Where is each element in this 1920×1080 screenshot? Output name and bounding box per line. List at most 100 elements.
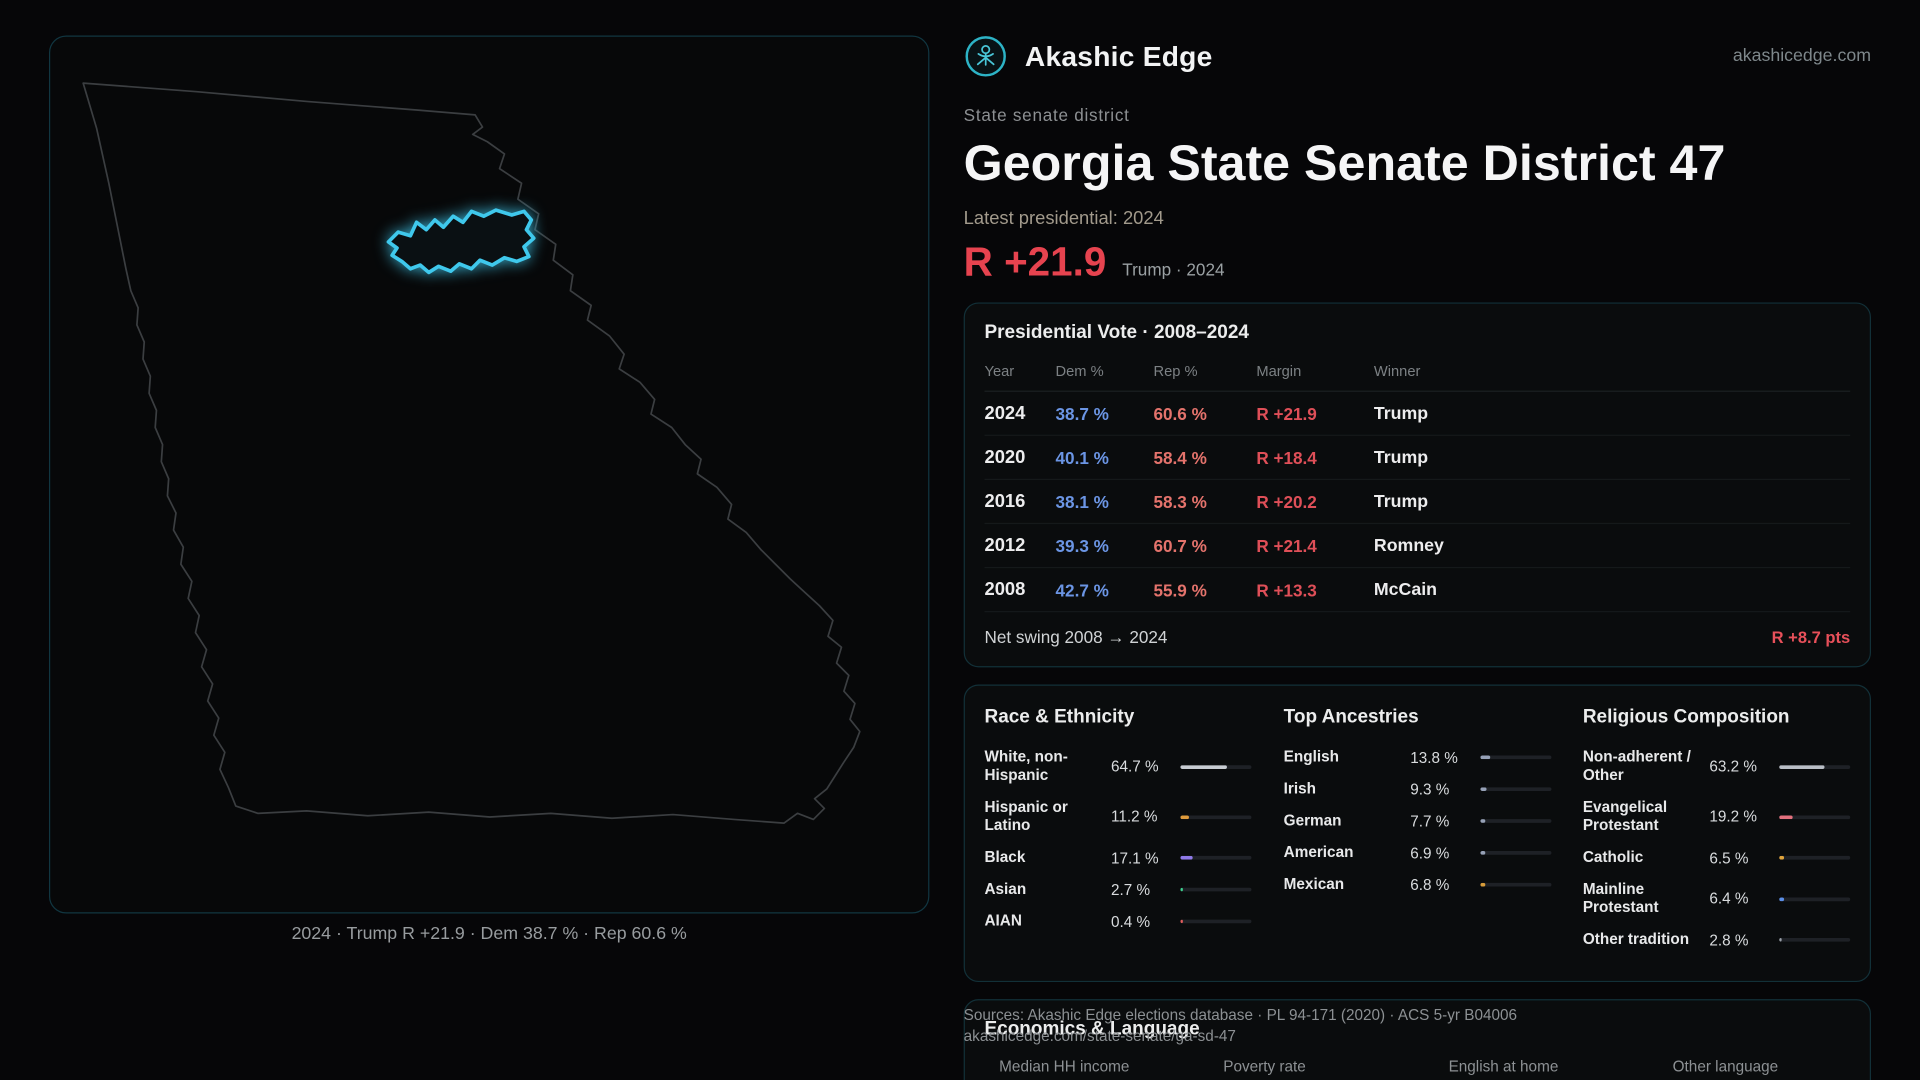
headline-margin-value: R +21.9: [963, 238, 1107, 285]
col-rep: Rep %: [1153, 362, 1198, 380]
stat-english-at-home: English at home 86.6 %: [1449, 1058, 1673, 1080]
table-row: 2016 38.1 % 58.3 % R +20.2 Trump: [984, 480, 1851, 525]
sources-line: Sources: Akashic Edge elections database…: [963, 1006, 1518, 1024]
demo-row: Non-adherent / Other 63.2 %: [1582, 748, 1851, 785]
stat-label: Poverty rate: [1223, 1057, 1306, 1076]
religious-composition-title: Religious Composition: [1582, 706, 1790, 728]
mini-bar: [1180, 919, 1252, 924]
header: Akashic Edge akashicedge.com: [964, 29, 1871, 83]
sources-footnote: Sources: Akashic Edge elections database…: [964, 1005, 1517, 1047]
mini-bar: [1180, 887, 1252, 892]
highlighted-district-shape: [386, 208, 536, 275]
cell-year: 2016: [984, 491, 1026, 512]
brand-name: Akashic Edge: [1024, 39, 1213, 72]
mini-bar: [1779, 937, 1851, 942]
col-dem: Dem %: [1055, 362, 1104, 380]
cell-margin: R +20.2: [1256, 491, 1317, 512]
georgia-state-outline: [82, 82, 861, 824]
cell-rep: 58.3 %: [1153, 491, 1207, 512]
mini-bar: [1180, 814, 1252, 819]
demo-value: 19.2 %: [1709, 808, 1758, 826]
demo-value: 11.2 %: [1111, 808, 1158, 826]
cell-year: 2008: [984, 579, 1026, 600]
demo-row: American 6.9 %: [1283, 843, 1552, 862]
cell-rep: 55.9 %: [1153, 579, 1207, 600]
page-title: Georgia State Senate District 47: [963, 134, 1726, 192]
col-year: Year: [984, 362, 1015, 380]
demo-row: White, non-Hispanic 64.7 %: [984, 748, 1252, 785]
cell-winner: Trump: [1373, 403, 1429, 424]
demo-row: Other tradition 2.8 %: [1582, 930, 1851, 949]
cell-year: 2012: [984, 535, 1026, 556]
net-swing-row: Net swing 2008 → 2024 R +8.7 pts: [984, 612, 1850, 650]
demo-value: 6.4 %: [1709, 890, 1749, 908]
cell-year: 2024: [984, 402, 1026, 424]
demo-value: 9.3 %: [1410, 780, 1450, 798]
presidential-vote-table: Year Dem % Rep % Margin Winner 2024 38.7…: [984, 354, 1851, 650]
demo-value: 63.2 %: [1709, 757, 1758, 776]
cell-dem: 38.7 %: [1055, 403, 1109, 424]
col-winner: Winner: [1373, 362, 1421, 380]
demo-row: Asian 2.7 %: [984, 880, 1252, 898]
demo-row: Mexican 6.8 %: [1284, 876, 1552, 894]
cell-year: 2020: [984, 446, 1026, 468]
demo-row: Black 17.1 %: [984, 848, 1252, 867]
mini-bar: [1779, 896, 1851, 901]
demo-label: Evangelical Protestant: [1582, 798, 1668, 834]
demo-row: AIAN 0.4 %: [984, 912, 1252, 930]
brand-domain: akashicedge.com: [1732, 46, 1872, 67]
demo-row: Catholic 6.5 %: [1582, 848, 1851, 867]
economics-stats: Median HH income $70,632 Poverty rate 15…: [984, 1058, 1850, 1080]
mini-bar: [1479, 755, 1552, 760]
cell-winner: Trump: [1373, 491, 1429, 512]
mini-bar: [1779, 855, 1851, 860]
demo-value: 17.1 %: [1111, 849, 1159, 867]
demo-label: Mainline Protestant: [1582, 880, 1659, 916]
col-margin: Margin: [1256, 362, 1302, 380]
demo-label: American: [1283, 843, 1354, 861]
cell-dem: 39.3 %: [1055, 535, 1109, 556]
table-row: 2008 42.7 % 55.9 % R +13.3 McCain: [984, 568, 1851, 613]
religious-composition-section: Religious Composition Non-adherent / Oth…: [1582, 706, 1851, 963]
cell-dem: 42.7 %: [1055, 579, 1109, 600]
stat-label: Median HH income: [999, 1057, 1130, 1076]
demo-row: Hispanic or Latino 11.2 %: [984, 798, 1252, 835]
cell-dem: 38.1 %: [1055, 491, 1109, 512]
economics-card: Economics & Language Median HH income $7…: [963, 999, 1872, 1080]
demo-value: 2.8 %: [1709, 931, 1749, 949]
race-ethnicity-title: Race & Ethnicity: [984, 706, 1135, 728]
cell-margin: R +13.3: [1256, 579, 1317, 600]
cell-margin: R +21.9: [1256, 403, 1317, 424]
headline-margin-row: R +21.9 Trump · 2024: [964, 239, 1871, 286]
demo-value: 13.8 %: [1410, 748, 1458, 766]
demo-label: Catholic: [1582, 848, 1644, 866]
presidential-vote-card: Presidential Vote · 2008–2024 Year Dem %…: [963, 302, 1872, 668]
economics-title: Economics & Language: [984, 1018, 1200, 1040]
mini-bar: [1779, 814, 1851, 819]
demo-row: Evangelical Protestant 19.2 %: [1582, 798, 1851, 835]
stat-label: English at home: [1448, 1057, 1559, 1076]
mini-bar: [1479, 851, 1552, 855]
mini-bar: [1479, 882, 1552, 887]
demo-label: Non-adherent / Other: [1582, 748, 1691, 784]
demo-row: Mainline Protestant 6.4 %: [1582, 880, 1851, 917]
cell-winner: McCain: [1373, 579, 1438, 600]
cell-rep: 60.7 %: [1153, 535, 1207, 556]
demo-value: 6.9 %: [1410, 844, 1450, 862]
mini-bar: [1180, 855, 1252, 860]
demo-row: English 13.8 %: [1283, 748, 1552, 766]
race-ethnicity-section: Race & Ethnicity White, non-Hispanic 64.…: [984, 706, 1252, 963]
demo-label: Black: [984, 848, 1026, 866]
mini-bar: [1180, 764, 1252, 769]
latest-presidential-label: Latest presidential: 2024: [963, 208, 1164, 229]
report-column: Akashic Edge akashicedge.com State senat…: [963, 29, 1872, 1080]
table-row: 2020 40.1 % 58.4 % R +18.4 Trump: [984, 436, 1851, 480]
demo-label: Other tradition: [1582, 930, 1690, 948]
cell-winner: Romney: [1373, 535, 1444, 556]
net-swing-label: Net swing 2008 → 2024: [984, 626, 1168, 647]
cell-margin: R +21.4: [1256, 535, 1317, 556]
stat-poverty-rate: Poverty rate 15.4 %: [1223, 1058, 1448, 1080]
demo-label: English: [1283, 748, 1339, 766]
georgia-map: [82, 82, 861, 824]
